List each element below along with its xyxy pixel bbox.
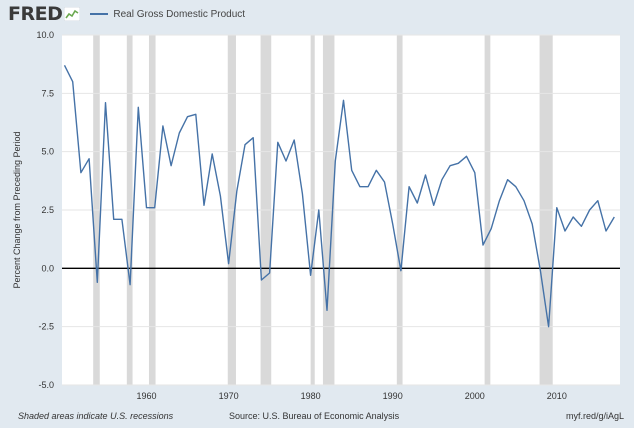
data-point: [473, 171, 476, 174]
x-tick-labels: 1960 1970 1980 1990 2000 2010: [137, 391, 567, 401]
data-point: [613, 215, 616, 218]
y-tick-label: 5.0: [41, 147, 54, 157]
data-point: [580, 225, 583, 228]
data-point: [440, 178, 443, 181]
data-point: [260, 278, 263, 281]
data-point: [129, 283, 132, 286]
data-point: [145, 206, 148, 209]
data-point: [211, 152, 214, 155]
data-point: [202, 204, 205, 207]
data-point: [514, 185, 517, 188]
recession-note: Shaded areas indicate U.S. recessions: [18, 411, 174, 421]
data-point: [301, 192, 304, 195]
series-line-real-gdp[interactable]: [63, 64, 615, 328]
graph-icon: [64, 7, 81, 21]
data-point: [555, 206, 558, 209]
short-url[interactable]: myf.red/g/iAgL: [565, 411, 624, 421]
data-point: [178, 131, 181, 134]
data-point: [87, 157, 90, 160]
y-tick-label: 2.5: [41, 205, 54, 215]
gridlines: [62, 34, 620, 386]
data-point: [539, 269, 542, 272]
data-point: [317, 208, 320, 211]
data-point: [481, 243, 484, 246]
data-point: [227, 262, 230, 265]
data-point: [547, 325, 550, 328]
data-point: [391, 222, 394, 225]
data-point: [408, 185, 411, 188]
data-point: [358, 185, 361, 188]
data-point: [137, 106, 140, 109]
data-point: [170, 164, 173, 167]
data-point: [506, 178, 509, 181]
data-point: [342, 99, 345, 102]
x-tick-label: 1960: [137, 391, 157, 401]
data-point: [243, 143, 246, 146]
data-point: [490, 227, 493, 230]
data-point: [284, 159, 287, 162]
data-point: [252, 136, 255, 139]
y-tick-label: -2.5: [38, 322, 54, 332]
y-tick-label: 0.0: [41, 263, 54, 273]
data-point: [235, 190, 238, 193]
data-point: [604, 229, 607, 232]
data-point: [572, 215, 575, 218]
data-point: [104, 101, 107, 104]
data-point: [186, 115, 189, 118]
data-point: [219, 194, 222, 197]
data-point: [375, 169, 378, 172]
data-point: [153, 206, 156, 209]
data-point: [112, 218, 115, 221]
data-point: [366, 185, 369, 188]
y-tick-label: 10.0: [36, 30, 54, 40]
data-point: [161, 124, 164, 127]
y-tick-labels: -5.0 -2.5 0.0 2.5 5.0 7.5 10.0: [36, 30, 54, 390]
data-point: [63, 64, 66, 67]
x-tick-label: 1970: [219, 391, 239, 401]
data-point: [350, 169, 353, 172]
data-point: [325, 309, 328, 312]
data-point: [293, 138, 296, 141]
source-note[interactable]: Source: U.S. Bureau of Economic Analysis: [229, 411, 400, 421]
data-point: [399, 269, 402, 272]
data-point: [449, 164, 452, 167]
data-point: [432, 204, 435, 207]
x-tick-label: 1990: [383, 391, 403, 401]
data-point: [96, 281, 99, 284]
x-tick-label: 2010: [547, 391, 567, 401]
data-point: [596, 199, 599, 202]
data-point: [531, 222, 534, 225]
data-point: [309, 274, 312, 277]
y-tick-label: -5.0: [38, 380, 54, 390]
data-point: [71, 80, 74, 83]
data-point: [383, 180, 386, 183]
x-tick-label: 1980: [301, 391, 321, 401]
data-point: [416, 201, 419, 204]
data-point: [498, 199, 501, 202]
data-point: [424, 173, 427, 176]
x-tick-label: 2000: [465, 391, 485, 401]
legend-label: Real Gross Domestic Product: [113, 8, 246, 20]
data-point: [522, 199, 525, 202]
data-point: [268, 271, 271, 274]
data-point: [276, 141, 279, 144]
data-point: [563, 229, 566, 232]
data-point: [457, 162, 460, 165]
data-point: [79, 171, 82, 174]
fred-logo[interactable]: FRED: [8, 3, 63, 25]
data-point: [334, 159, 337, 162]
data-point: [465, 155, 468, 158]
data-point: [588, 208, 591, 211]
data-point: [194, 113, 197, 116]
legend[interactable]: Real Gross Domestic Product: [90, 9, 245, 20]
legend-line-swatch: [90, 13, 109, 15]
chart-header: FRED Real Gross Domestic Product: [8, 3, 245, 25]
y-tick-label: 7.5: [41, 88, 54, 98]
data-point: [120, 218, 123, 221]
y-axis-label: Percent Change from Preceding Period: [12, 131, 22, 288]
